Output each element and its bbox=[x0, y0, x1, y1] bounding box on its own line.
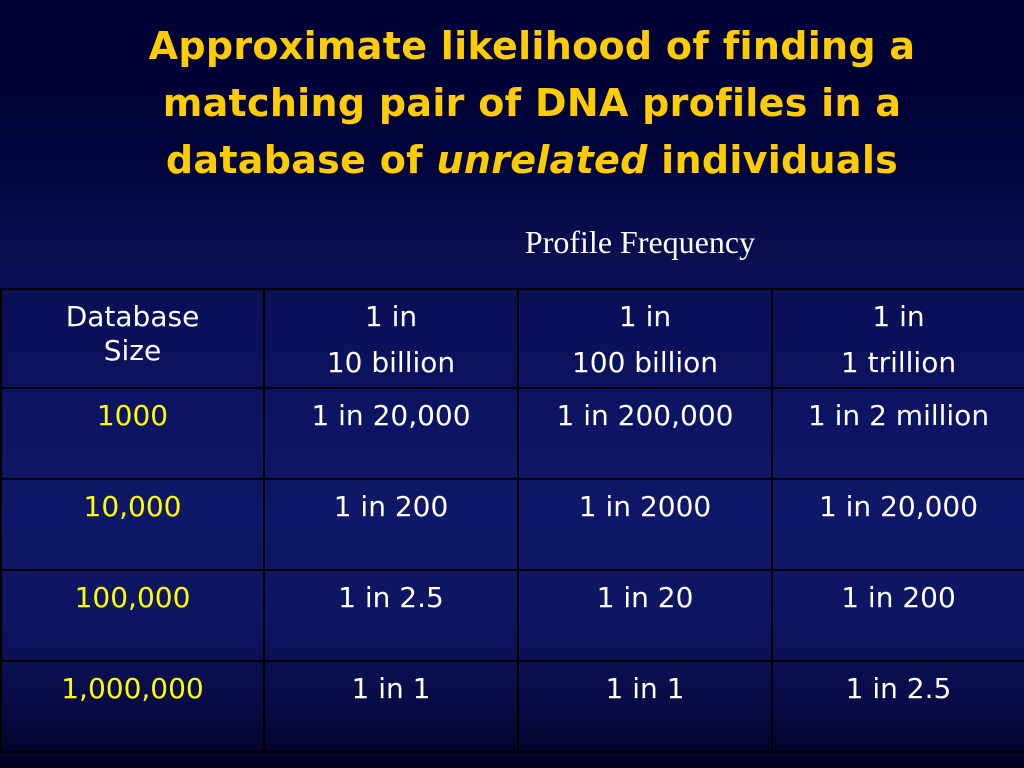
cell-value: 1 in 200 bbox=[841, 581, 956, 614]
row-size-value: 1000 bbox=[96, 399, 169, 432]
header-cell-line1: 1 in bbox=[618, 300, 672, 333]
table-cell: 1 in 2000 bbox=[517, 478, 773, 571]
row-size-value: 1,000,000 bbox=[61, 672, 204, 705]
table-cell: 1 in 200 bbox=[263, 478, 519, 571]
row-label-database-size: 1000 bbox=[0, 387, 265, 480]
table-row: 10,000 1 in 200 1 in 2000 1 in 20,000 bbox=[0, 478, 1024, 571]
header-cell-100-billion: 1 in 100 billion bbox=[517, 288, 773, 389]
row-label-database-size: 1,000,000 bbox=[0, 660, 265, 753]
row-label-database-size: 100,000 bbox=[0, 569, 265, 662]
header-cell-line1: 1 in bbox=[364, 300, 418, 333]
cell-value: 1 in 2000 bbox=[578, 490, 712, 523]
header-cell-line2: 1 trillion bbox=[840, 346, 957, 379]
header-database-label: Database bbox=[65, 300, 200, 333]
table-row: 1000 1 in 20,000 1 in 200,000 1 in 2 mil… bbox=[0, 387, 1024, 480]
header-cell-1-trillion: 1 in 1 trillion bbox=[771, 288, 1024, 389]
header-cell-line2: 100 billion bbox=[571, 346, 719, 379]
table-cell: 1 in 200,000 bbox=[517, 387, 773, 480]
row-size-value: 10,000 bbox=[83, 490, 182, 523]
header-size-label: Size bbox=[103, 334, 162, 367]
table-subtitle: Profile Frequency bbox=[524, 224, 756, 260]
cell-value: 1 in 2.5 bbox=[845, 672, 952, 705]
table-header-row: Database Size 1 in 10 billion 1 in 100 b… bbox=[0, 288, 1024, 389]
header-cell-database-size: Database Size bbox=[0, 288, 265, 389]
header-cell-10-billion: 1 in 10 billion bbox=[263, 288, 519, 389]
table-cell: 1 in 20,000 bbox=[771, 478, 1024, 571]
cell-value: 1 in 2.5 bbox=[338, 581, 444, 614]
header-cell-line1: 1 in bbox=[872, 300, 925, 333]
table-cell: 1 in 1 bbox=[517, 660, 773, 753]
table-cell: 1 in 200 bbox=[771, 569, 1024, 662]
match-probability-table: Database Size 1 in 10 billion 1 in 100 b… bbox=[0, 288, 1024, 753]
row-size-value: 100,000 bbox=[74, 581, 191, 614]
table-cell: 1 in 20 bbox=[517, 569, 773, 662]
cell-value: 1 in 20 bbox=[596, 581, 694, 614]
cell-value: 1 in 20,000 bbox=[818, 490, 979, 523]
table-cell: 1 in 1 bbox=[263, 660, 519, 753]
table-row: 1,000,000 1 in 1 1 in 1 1 in 2.5 bbox=[0, 660, 1024, 753]
cell-value: 1 in 200,000 bbox=[556, 399, 734, 432]
header-cell-line2: 10 billion bbox=[326, 346, 456, 379]
title-text-part2: individuals bbox=[661, 138, 899, 182]
table-cell: 1 in 20,000 bbox=[263, 387, 519, 480]
cell-value: 1 in 1 bbox=[351, 672, 431, 705]
cell-value: 1 in 200 bbox=[333, 490, 449, 523]
row-label-database-size: 10,000 bbox=[0, 478, 265, 571]
cell-value: 1 in 1 bbox=[605, 672, 685, 705]
table-cell: 1 in 2.5 bbox=[771, 660, 1024, 753]
cell-value: 1 in 20,000 bbox=[311, 399, 471, 432]
slide-title: Approximate likelihood of finding a matc… bbox=[60, 18, 1004, 189]
title-emphasis: unrelated bbox=[436, 138, 648, 182]
title-text-part1: Approximate likelihood of finding a matc… bbox=[148, 24, 916, 182]
table-cell: 1 in 2 million bbox=[771, 387, 1024, 480]
table-row: 100,000 1 in 2.5 1 in 20 1 in 200 bbox=[0, 569, 1024, 662]
cell-value: 1 in 2 million bbox=[807, 399, 990, 432]
table-cell: 1 in 2.5 bbox=[263, 569, 519, 662]
